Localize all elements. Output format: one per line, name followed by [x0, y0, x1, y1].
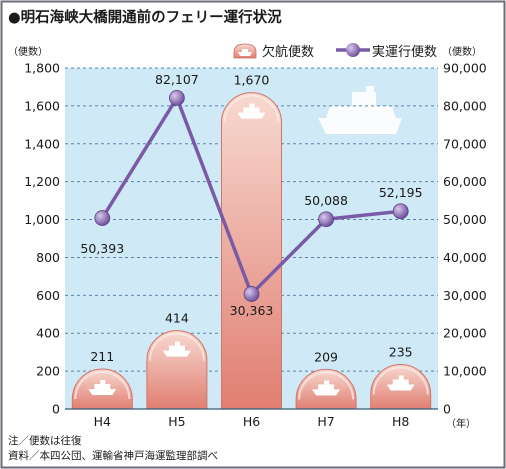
- bar: [71, 368, 133, 410]
- right-tick-label: 20,000: [443, 326, 487, 341]
- data-labels: 211 414 1,670 209 235 50,393 82,107 30,363 50,08…: [80, 72, 422, 365]
- line-point: [94, 210, 111, 226]
- left-axis-ticks: 0 200 400 600 800 1,000 1,200 1,400 1,600 1,800: [24, 61, 60, 417]
- bar-value-label: 1,670: [234, 73, 270, 88]
- line-value-label: 52,195: [379, 185, 423, 200]
- legend-bar-label: 欠航便数: [262, 44, 314, 60]
- right-tick-label: 10,000: [443, 364, 487, 379]
- x-axis-unit: （年）: [446, 417, 476, 430]
- legend-line-swatch: [336, 43, 370, 57]
- x-tick-label: H7: [317, 414, 334, 429]
- left-tick-label: 1,400: [24, 136, 60, 151]
- right-tick-label: 0: [443, 402, 451, 417]
- line-value-label: 50,088: [304, 193, 348, 208]
- line-point: [392, 203, 409, 220]
- note-line-2: 資料／本四公団、運輸省神戸海運監理部調べ: [8, 449, 218, 462]
- right-tick-label: 70,000: [443, 136, 487, 151]
- left-tick-label: 200: [36, 364, 60, 379]
- ferry-icon: [88, 380, 117, 396]
- bar: [295, 368, 357, 410]
- right-tick-label: 90,000: [443, 61, 487, 76]
- chart-title: ●明石海峡大橋開通前のフェリー運行状況: [8, 8, 282, 26]
- ferry-icon: [162, 341, 191, 357]
- left-axis-unit: （便数）: [8, 45, 48, 58]
- x-axis-ticks: H4 H5 H6 H7 H8: [94, 414, 410, 429]
- right-tick-label: 40,000: [443, 250, 487, 265]
- line-point: [243, 286, 260, 302]
- left-tick-label: 400: [36, 326, 60, 341]
- bar: [221, 92, 282, 410]
- left-tick-label: 1,800: [24, 61, 60, 76]
- legend-line-label: 実運行便数: [372, 44, 437, 60]
- right-axis-unit: （便数）: [442, 45, 482, 58]
- x-tick-label: H8: [392, 414, 409, 429]
- bar-value-label: 211: [90, 349, 114, 364]
- left-tick-label: 1,000: [24, 212, 60, 227]
- bar: [370, 364, 432, 410]
- note-line-1: 注／便数は往復: [8, 434, 82, 447]
- x-tick-label: H5: [168, 414, 185, 429]
- line-point: [318, 211, 335, 228]
- right-tick-label: 60,000: [443, 174, 487, 189]
- bar: [146, 330, 208, 410]
- x-tick-label: H4: [94, 414, 111, 429]
- line-value-label: 82,107: [155, 72, 199, 87]
- ferry-icon: [386, 375, 415, 391]
- line-value-label: 50,393: [80, 241, 124, 256]
- right-tick-label: 30,000: [443, 288, 487, 303]
- right-axis-ticks: 0 10,000 20,000 30,000 40,000 50,000 60,000 70,…: [443, 61, 487, 417]
- left-tick-label: 800: [36, 250, 60, 265]
- legend: 欠航便数 実運行便数: [233, 43, 437, 60]
- ferry-icon: [237, 103, 266, 119]
- legend-bar-swatch: [233, 43, 257, 59]
- bar-value-label: 209: [314, 349, 338, 364]
- ferry-icon: [312, 380, 341, 396]
- bars: [71, 92, 432, 410]
- line-point: [168, 90, 185, 106]
- right-tick-label: 50,000: [443, 212, 487, 227]
- x-tick-label: H6: [243, 414, 260, 429]
- left-tick-label: 600: [36, 288, 60, 303]
- line-value-label: 30,363: [230, 303, 274, 318]
- left-tick-label: 1,600: [24, 98, 60, 113]
- right-tick-label: 80,000: [443, 98, 487, 113]
- left-tick-label: 1,200: [24, 174, 60, 189]
- line-series: [94, 90, 409, 302]
- left-tick-label: 0: [52, 402, 60, 417]
- ferry-watermark-icon: [318, 86, 402, 134]
- bar-value-label: 235: [389, 344, 413, 359]
- bar-value-label: 414: [165, 311, 189, 326]
